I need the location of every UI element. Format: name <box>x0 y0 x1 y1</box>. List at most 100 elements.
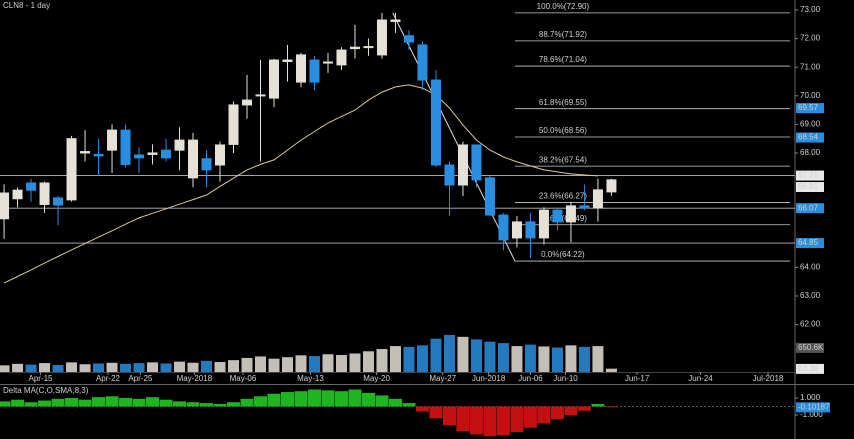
y-tick-label: 63.00 <box>800 291 821 300</box>
candle-body <box>255 94 266 97</box>
y-tick-label: 72.00 <box>800 34 821 43</box>
volume-bar <box>362 351 374 372</box>
x-tick-label: May-13 <box>297 374 324 383</box>
candle-body <box>39 182 50 205</box>
price-tag-label: 66.07 <box>798 203 819 212</box>
histogram-bar <box>159 399 173 407</box>
x-tick-label: Apr-22 <box>96 374 121 383</box>
histogram-bar <box>227 402 241 407</box>
histogram-bar <box>510 406 524 432</box>
volume-bar <box>551 347 563 372</box>
histogram-bar <box>213 403 227 407</box>
histogram-bar <box>240 398 254 407</box>
candle-body <box>228 104 239 145</box>
histogram-bar <box>38 400 52 407</box>
candle-body <box>592 189 603 209</box>
volume-bar <box>133 363 145 372</box>
y-tick-label: 1.000 <box>800 393 821 402</box>
candle-body <box>390 19 401 22</box>
x-tick-label: Apr-15 <box>28 374 53 383</box>
candle-body <box>606 179 617 193</box>
fib-label: 88.7%(71.92) <box>539 30 587 39</box>
value-tag <box>796 402 830 413</box>
x-tick-label: Jun-10 <box>553 374 578 383</box>
volume-bar <box>443 334 455 372</box>
y-tick-label: 71.00 <box>800 62 821 71</box>
volume-bar <box>484 341 496 372</box>
volume-bar <box>214 362 226 372</box>
candle-body <box>336 49 347 66</box>
price-tag-label: 64.85 <box>798 238 819 247</box>
price-tag-label: 66.81 <box>798 182 819 191</box>
candle-body <box>295 54 306 83</box>
candle-body <box>498 214 509 241</box>
volume-bar <box>52 364 64 372</box>
histogram-bar <box>254 396 268 407</box>
price-tag <box>796 203 824 214</box>
x-tick-label: May-20 <box>363 374 390 383</box>
histogram-bar <box>591 403 605 407</box>
volume-bar <box>201 360 213 372</box>
y-tick-label: 69.00 <box>800 120 821 129</box>
fib-label: 100.0%(72.90) <box>537 2 590 11</box>
fib-label: 50.0%(68.56) <box>539 126 587 135</box>
volume-bar <box>281 357 293 372</box>
candle-body <box>80 151 91 154</box>
histogram-bar <box>11 399 25 407</box>
volume-bar <box>93 363 105 372</box>
volume-bar <box>268 358 280 372</box>
candle-body <box>215 144 226 166</box>
histogram-bar <box>577 406 591 411</box>
candle-body <box>403 35 414 43</box>
volume-bar <box>25 364 37 372</box>
histogram-bar <box>132 398 146 407</box>
histogram-bar <box>348 389 362 407</box>
histogram-bar <box>564 406 578 415</box>
volume-bar <box>578 346 590 372</box>
volume-tag <box>796 342 824 353</box>
x-tick-label: May-06 <box>230 374 257 383</box>
y-tick-label: 68.00 <box>800 148 821 157</box>
volume-bar <box>538 346 550 372</box>
histogram-bar <box>105 396 119 407</box>
candle-body <box>579 205 590 209</box>
histogram-bar <box>429 406 443 419</box>
candle-body <box>134 154 145 159</box>
price-tag-label: 67.21 <box>798 171 819 180</box>
candle-body <box>417 44 428 81</box>
x-tick-label: Jun-17 <box>625 374 650 383</box>
price-tag <box>796 182 824 193</box>
histogram-bar <box>496 406 510 436</box>
fib-label: 0.0%(64.22) <box>541 250 585 259</box>
volume-bar <box>335 354 347 372</box>
volume-bar <box>255 356 267 372</box>
histogram-bar <box>294 391 308 407</box>
x-tick-label: May-27 <box>429 374 456 383</box>
histogram-bar <box>0 401 11 407</box>
histogram-bar <box>24 402 38 407</box>
volume-bar <box>308 356 320 372</box>
candle-body <box>107 129 118 151</box>
price-tag-label: 69.57 <box>798 103 819 112</box>
histogram-bar <box>361 392 375 407</box>
candle-body <box>430 79 441 166</box>
y-tick-label: 64.00 <box>800 262 821 271</box>
volume-bar <box>349 353 361 372</box>
volume-bar <box>457 336 469 372</box>
volume-bar <box>241 357 253 372</box>
volume-bar <box>66 362 78 372</box>
volume-bar <box>160 363 172 372</box>
candle-body <box>484 177 495 216</box>
x-tick-label: Jun-2018 <box>472 374 506 383</box>
volume-bar <box>295 355 307 372</box>
volume-bar <box>147 362 159 372</box>
indicator-title: Delta MA(C,O,SMA,8,3) <box>3 386 89 395</box>
value-tag-label: -0.10187 <box>798 402 830 411</box>
volume-bar <box>187 362 199 372</box>
histogram-bar <box>146 397 160 407</box>
volume-bar <box>403 346 415 372</box>
volume-bar <box>497 343 509 372</box>
candle-body <box>268 59 279 99</box>
candle-body <box>161 149 172 159</box>
histogram-bar <box>173 401 187 407</box>
